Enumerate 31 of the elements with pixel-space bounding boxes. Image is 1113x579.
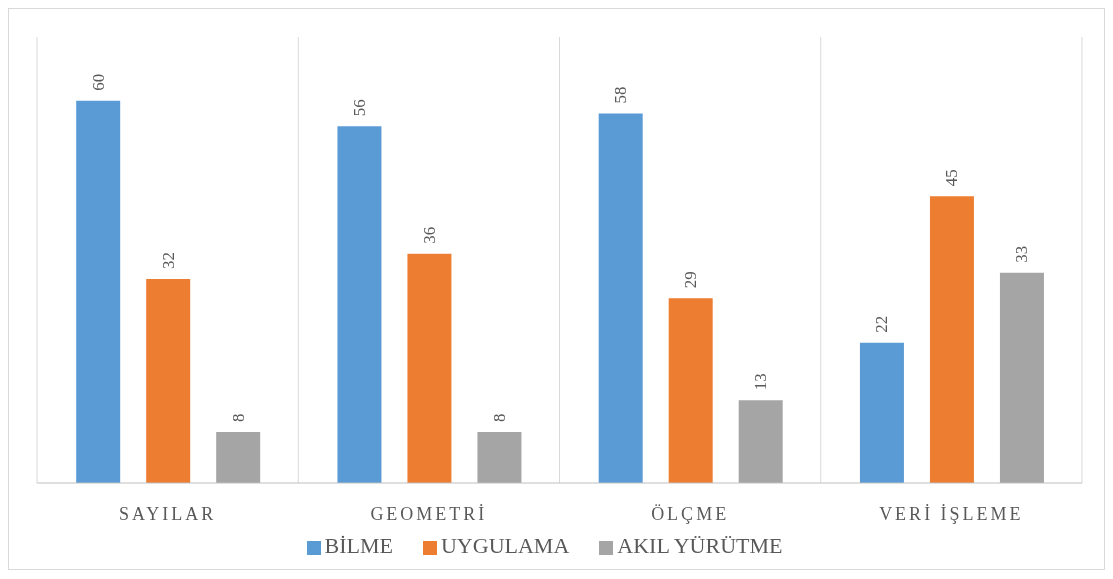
- bar: [929, 196, 974, 483]
- bar: [859, 342, 904, 483]
- data-label: 36: [419, 226, 439, 244]
- bar: [76, 100, 121, 483]
- legend-label: BİLME: [324, 533, 393, 558]
- bar: [738, 400, 783, 483]
- legend-label: UYGULAMA: [440, 533, 570, 558]
- bar: [407, 253, 452, 483]
- bar: [598, 113, 643, 483]
- data-label: 29: [681, 271, 701, 289]
- x-tick-label: GEOMETRİ: [370, 503, 488, 524]
- data-label: 45: [942, 169, 962, 187]
- data-label: 22: [872, 315, 892, 333]
- bar: [216, 432, 261, 483]
- legend-label: AKIL YÜRÜTME: [617, 533, 783, 558]
- bar: [999, 272, 1044, 483]
- bar: [477, 432, 522, 483]
- bar: [337, 126, 382, 483]
- x-tick-label: SAYILAR: [118, 503, 217, 524]
- data-label: 8: [228, 413, 248, 423]
- bar: [146, 279, 191, 483]
- x-tick-label: ÖLÇME: [651, 503, 730, 524]
- data-label: 32: [158, 252, 178, 270]
- data-label: 13: [751, 373, 771, 391]
- data-label: 8: [489, 413, 509, 423]
- data-label: 33: [1012, 245, 1032, 263]
- x-tick-label: VERİ İŞLEME: [879, 503, 1024, 524]
- data-label: 58: [611, 86, 631, 104]
- bar: [668, 298, 713, 483]
- data-label: 56: [349, 99, 369, 117]
- data-label: 60: [88, 73, 108, 91]
